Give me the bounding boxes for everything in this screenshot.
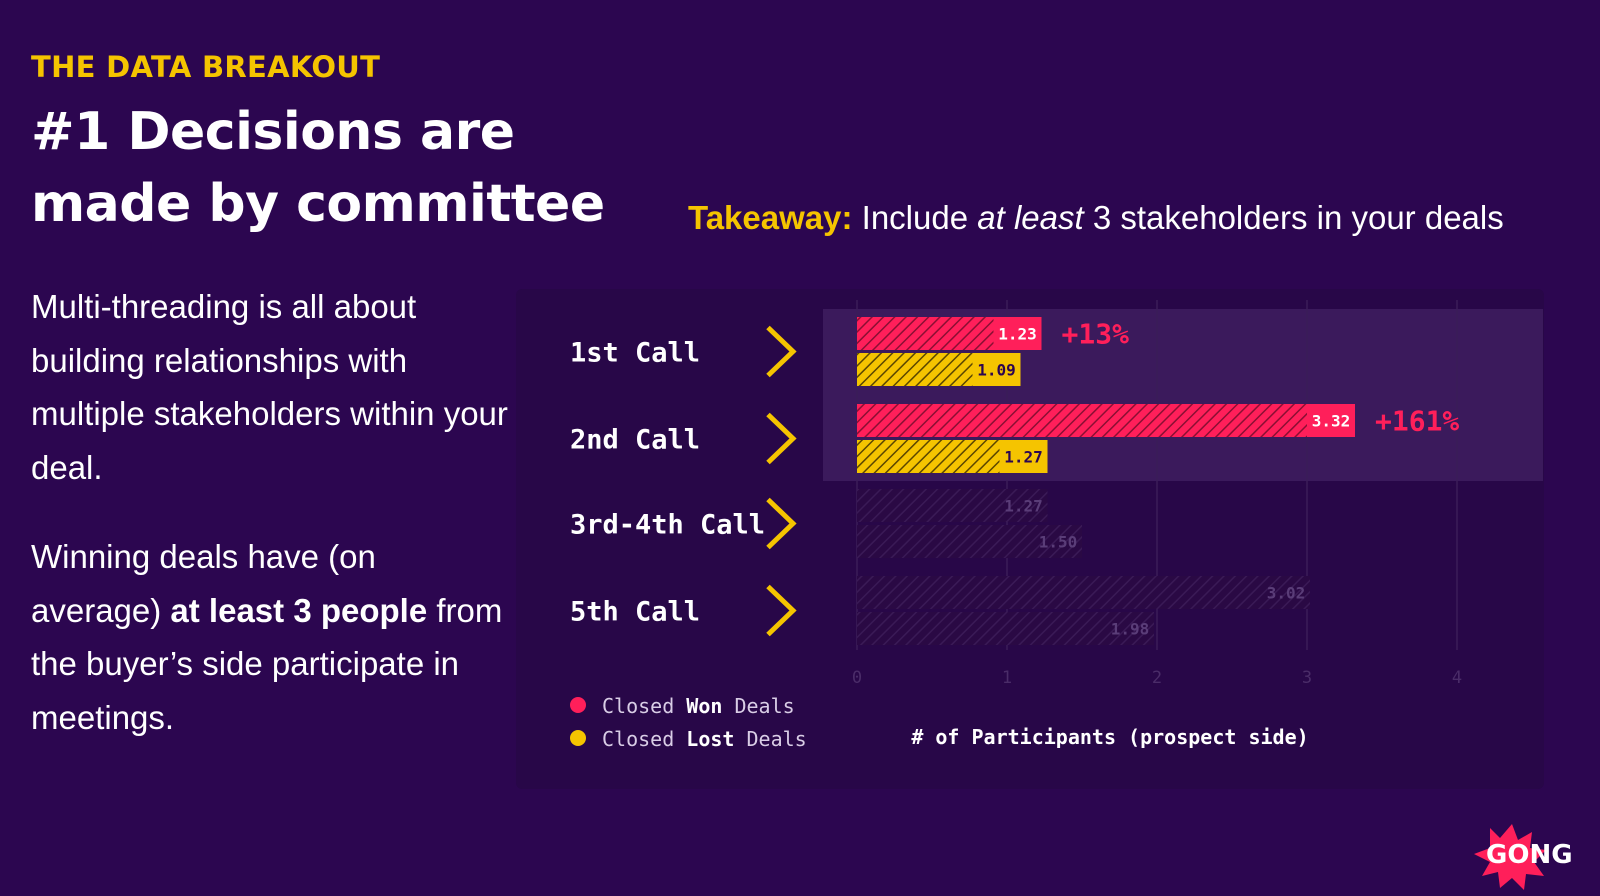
title-line-2: made by committee xyxy=(31,174,605,234)
bar-data-label: 1.50 xyxy=(1039,533,1078,552)
chart-legend: Closed Won Deals Closed Lost Deals xyxy=(570,694,807,751)
delta-annotation: +161% xyxy=(1375,405,1459,438)
bar-data-label: 1.27 xyxy=(1004,448,1043,467)
x-tick-label: 0 xyxy=(852,668,862,688)
delta-annotation: +13% xyxy=(1062,318,1130,351)
legend-lost-label: Closed Lost Deals xyxy=(602,727,807,751)
x-tick-label: 2 xyxy=(1152,668,1162,688)
takeaway-label: Takeaway: xyxy=(688,199,853,236)
bar-lost xyxy=(857,612,1154,645)
legend-won-dot xyxy=(570,697,586,713)
bar-won xyxy=(857,489,1048,522)
x-tick-label: 3 xyxy=(1302,668,1312,688)
chevron-right-icon xyxy=(766,497,797,550)
body-paragraph-2: Winning deals have (on average) at least… xyxy=(31,530,511,744)
p2-bold: at least 3 people xyxy=(170,591,428,629)
legend-won-label: Closed Won Deals xyxy=(602,694,795,718)
takeaway-line: Takeaway: Include at least 3 stakeholder… xyxy=(688,199,1504,237)
bar-won xyxy=(857,576,1310,609)
chevron-right-icon xyxy=(766,325,797,378)
category-label: 5th Call xyxy=(570,597,700,628)
burst-icon xyxy=(1474,824,1546,890)
x-axis-label: # of Participants (prospect side) xyxy=(911,725,1308,749)
title-line-1: #1 Decisions are xyxy=(31,102,515,162)
category-label: 3rd-4th Call xyxy=(570,510,765,541)
body-paragraph-1: Multi-threading is all about building re… xyxy=(31,288,508,486)
p2-pre: Winning deals have (on average) xyxy=(31,538,376,629)
takeaway-pre: Include xyxy=(861,199,969,236)
bar-value-box-won xyxy=(993,317,1042,350)
bar-data-label: 3.32 xyxy=(1312,412,1351,431)
chevron-right-icon xyxy=(766,412,797,465)
page-title: #1 Decisions are made by committee xyxy=(31,96,631,240)
bar-value-box-lost xyxy=(999,440,1048,473)
takeaway-emphasis: at least xyxy=(977,199,1084,236)
bar-data-label: 1.09 xyxy=(977,361,1016,380)
bar-value-box-won xyxy=(1307,404,1355,437)
bar-data-label: 1.27 xyxy=(1004,497,1043,516)
bar-won xyxy=(857,404,1355,437)
x-tick-label: 4 xyxy=(1452,668,1462,688)
legend-lost-dot xyxy=(570,730,586,746)
gong-logo: GONG xyxy=(1474,824,1573,890)
logo-text: GONG xyxy=(1486,840,1573,870)
eyebrow-label: THE DATA BREAKOUT xyxy=(31,50,381,84)
category-label: 2nd Call xyxy=(570,425,700,456)
p2-post: from the buyer’s side participate in mee… xyxy=(31,591,503,736)
bar-data-label: 1.98 xyxy=(1111,620,1150,639)
x-tick-label: 1 xyxy=(1002,668,1012,688)
bar-lost xyxy=(857,525,1082,558)
bar-value-box-lost xyxy=(972,353,1021,386)
bar-data-label: 3.02 xyxy=(1267,584,1306,603)
bar-data-label: 1.23 xyxy=(998,325,1037,344)
chevron-right-icon xyxy=(766,584,797,637)
category-label: 1st Call xyxy=(570,338,700,369)
takeaway-post: 3 stakeholders in your deals xyxy=(1092,199,1504,236)
